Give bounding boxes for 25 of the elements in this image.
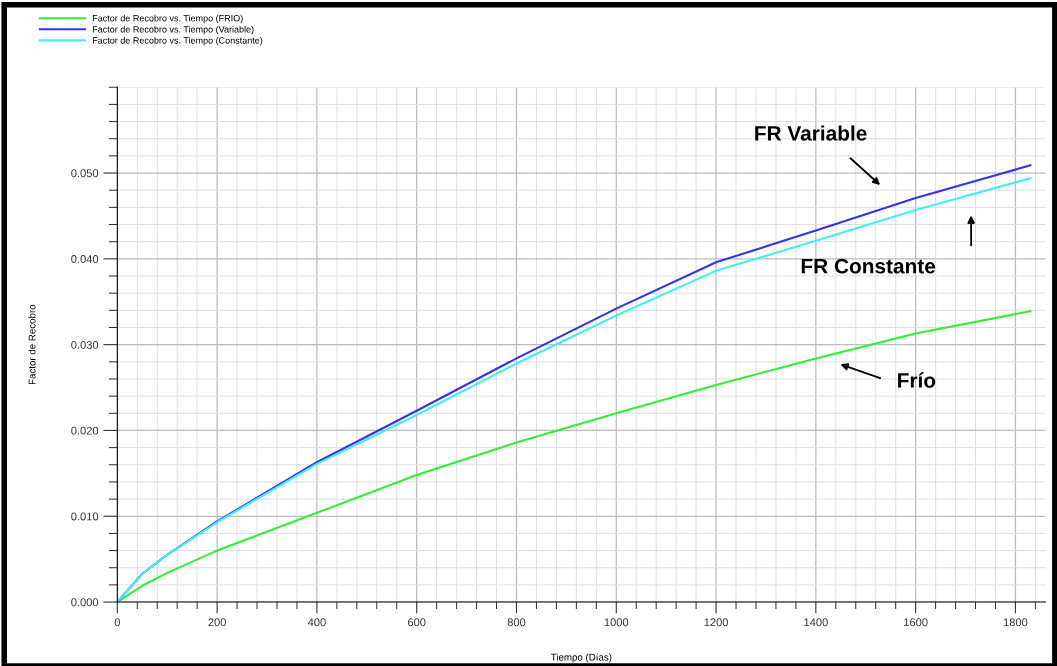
legend-label: Factor de Recobro vs. Tiempo (Constante)	[92, 37, 263, 46]
x-tick-label: 400	[307, 618, 326, 627]
y-tick-label: 0.040	[71, 255, 99, 263]
x-tick-label: 1800	[1003, 618, 1028, 627]
x-tick-label: 200	[208, 618, 226, 627]
x-tick-label: 1000	[604, 618, 629, 627]
annotation: FR Constante	[801, 258, 936, 274]
y-tick-label: 0.000	[71, 598, 99, 607]
annotation: FR Variable	[755, 125, 867, 141]
y-tick-label: 0.010	[71, 512, 99, 521]
annotation: Frío	[898, 372, 936, 388]
line-series	[117, 310, 1032, 603]
y-tick-label: 0.030	[71, 340, 99, 349]
x-tick-label: 800	[507, 618, 526, 627]
y-tick-label: 0.020	[71, 426, 99, 435]
y-tick-label: 0.050	[71, 169, 99, 178]
x-tick-label: 1200	[704, 618, 728, 627]
legend-label: Factor de Recobro vs. Tiempo (Variable)	[92, 25, 254, 35]
x-axis-title: Tiempo (Días)	[550, 653, 612, 663]
x-tick-label: 0	[114, 618, 120, 627]
x-tick-label: 1600	[904, 618, 928, 627]
x-tick-label: 1400	[804, 618, 828, 627]
x-tick-label: 600	[407, 618, 426, 627]
y-axis-title: Factor de Recobro	[28, 304, 36, 385]
legend-label: Factor de Recobro vs. Tiempo (FRIO)	[92, 14, 243, 24]
